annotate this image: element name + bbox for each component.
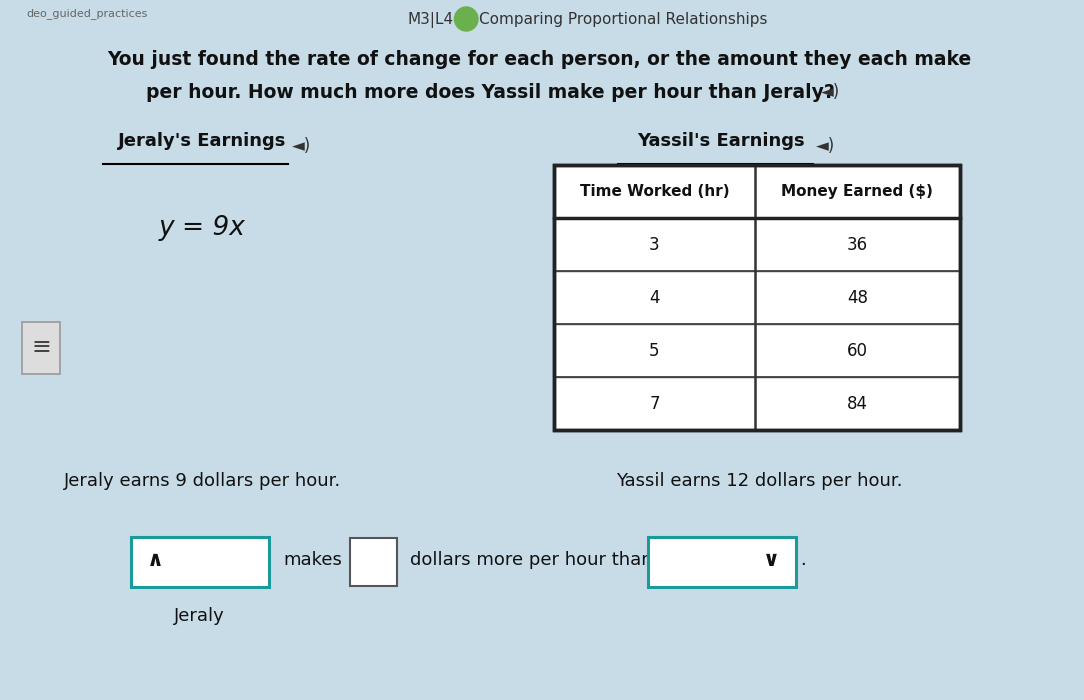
- Circle shape: [454, 7, 478, 31]
- Text: ∧: ∧: [146, 550, 164, 570]
- FancyBboxPatch shape: [648, 537, 796, 587]
- Text: M3|L4: M3|L4: [408, 12, 453, 28]
- Text: Jeraly earns 9 dollars per hour.: Jeraly earns 9 dollars per hour.: [64, 472, 340, 490]
- Text: 7: 7: [649, 395, 660, 412]
- Text: 5: 5: [649, 342, 660, 360]
- Text: Time Worked (hr): Time Worked (hr): [580, 184, 730, 199]
- FancyBboxPatch shape: [350, 538, 397, 586]
- Text: ◄): ◄): [822, 83, 840, 101]
- Text: Yassil earns 12 dollars per hour.: Yassil earns 12 dollars per hour.: [617, 472, 903, 490]
- Text: 4: 4: [649, 288, 660, 307]
- Text: .: .: [800, 551, 805, 569]
- Text: 36: 36: [847, 235, 868, 253]
- Text: y = 9x: y = 9x: [159, 215, 246, 241]
- Text: 3: 3: [649, 235, 660, 253]
- Text: Yassil's Earnings: Yassil's Earnings: [636, 132, 804, 150]
- Text: makes: makes: [283, 551, 343, 569]
- Text: You just found the rate of change for each person, or the amount they each make: You just found the rate of change for ea…: [107, 50, 971, 69]
- Text: per hour. How much more does Yassil make per hour than Jeraly?: per hour. How much more does Yassil make…: [146, 83, 835, 102]
- FancyBboxPatch shape: [554, 165, 960, 430]
- FancyBboxPatch shape: [23, 322, 61, 374]
- Text: ◄): ◄): [293, 137, 311, 155]
- FancyBboxPatch shape: [131, 537, 269, 587]
- Text: dollars more per hour than: dollars more per hour than: [410, 551, 653, 569]
- Text: ∨: ∨: [763, 550, 779, 570]
- Text: 60: 60: [847, 342, 868, 360]
- Text: ≡: ≡: [31, 335, 51, 360]
- Text: Jeraly's Earnings: Jeraly's Earnings: [118, 132, 286, 150]
- Text: Money Earned ($): Money Earned ($): [782, 184, 933, 199]
- Text: 48: 48: [847, 288, 868, 307]
- Text: deo_guided_practices: deo_guided_practices: [26, 8, 147, 19]
- Text: Comparing Proportional Relationships: Comparing Proportional Relationships: [479, 12, 767, 27]
- Text: Jeraly: Jeraly: [175, 607, 225, 625]
- Text: ◄): ◄): [816, 137, 836, 155]
- Text: 84: 84: [847, 395, 868, 412]
